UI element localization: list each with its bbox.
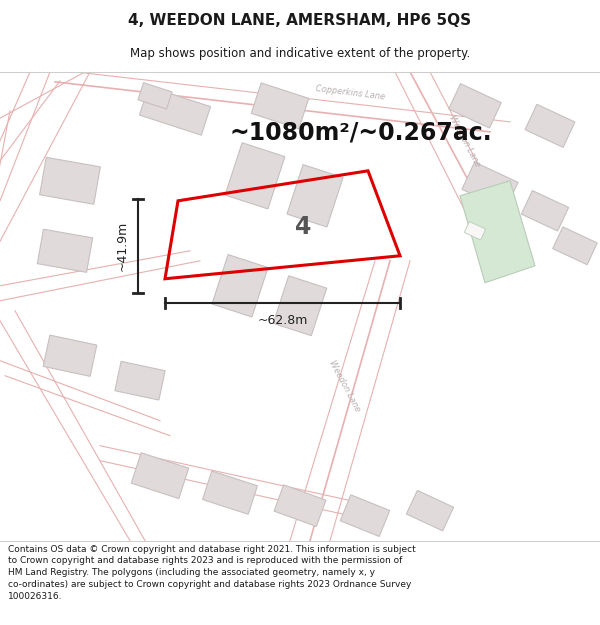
Text: ~62.8m: ~62.8m bbox=[257, 314, 308, 328]
Polygon shape bbox=[37, 229, 92, 272]
Polygon shape bbox=[115, 361, 165, 400]
Polygon shape bbox=[139, 86, 211, 135]
Polygon shape bbox=[449, 84, 502, 128]
Polygon shape bbox=[553, 227, 597, 264]
Polygon shape bbox=[212, 254, 268, 317]
Text: ~1080m²/~0.267ac.: ~1080m²/~0.267ac. bbox=[230, 121, 493, 145]
Polygon shape bbox=[43, 335, 97, 376]
Polygon shape bbox=[406, 491, 454, 531]
Polygon shape bbox=[521, 191, 569, 231]
Text: 4, WEEDON LANE, AMERSHAM, HP6 5QS: 4, WEEDON LANE, AMERSHAM, HP6 5QS bbox=[128, 12, 472, 28]
Polygon shape bbox=[462, 162, 518, 209]
Polygon shape bbox=[274, 485, 326, 526]
Polygon shape bbox=[525, 104, 575, 148]
Polygon shape bbox=[287, 164, 343, 227]
Polygon shape bbox=[40, 158, 100, 204]
Text: Weedon Lane: Weedon Lane bbox=[328, 358, 362, 413]
Polygon shape bbox=[138, 82, 172, 109]
Polygon shape bbox=[131, 452, 189, 499]
Polygon shape bbox=[460, 181, 535, 282]
Polygon shape bbox=[251, 83, 309, 129]
Text: Copperkins Lane: Copperkins Lane bbox=[315, 84, 385, 102]
Polygon shape bbox=[273, 276, 327, 336]
Text: 4: 4 bbox=[295, 214, 311, 239]
Polygon shape bbox=[203, 471, 257, 514]
Polygon shape bbox=[464, 221, 485, 240]
Text: Contains OS data © Crown copyright and database right 2021. This information is : Contains OS data © Crown copyright and d… bbox=[8, 544, 416, 601]
Text: ~41.9m: ~41.9m bbox=[115, 221, 128, 271]
Text: Weedon Lane: Weedon Lane bbox=[448, 114, 482, 168]
Polygon shape bbox=[340, 495, 390, 536]
Text: Map shows position and indicative extent of the property.: Map shows position and indicative extent… bbox=[130, 48, 470, 61]
Polygon shape bbox=[225, 142, 285, 209]
